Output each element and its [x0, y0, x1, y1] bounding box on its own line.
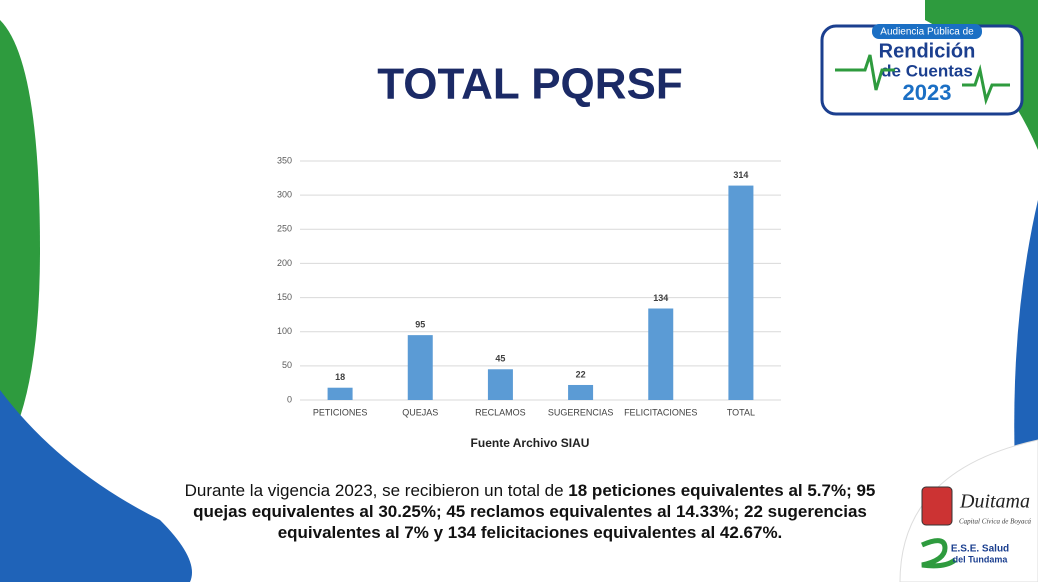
- y-tick-label: 100: [277, 326, 292, 336]
- event-logo: Audiencia Pública de Rendición de Cuenta…: [822, 24, 1022, 114]
- y-tick-label: 150: [277, 292, 292, 302]
- x-tick-label: SUGERENCIAS: [548, 407, 614, 417]
- summary-text: Durante la vigencia 2023, se recibieron …: [180, 480, 880, 543]
- bar: [328, 388, 353, 400]
- bar: [488, 369, 513, 400]
- x-tick-label: PETICIONES: [313, 407, 368, 417]
- value-label: 22: [576, 369, 586, 379]
- x-tick-label: QUEJAS: [402, 407, 438, 417]
- ese-line1: E.S.E. Salud: [951, 544, 1009, 555]
- city-motto: Capital Cívica de Boyacá: [959, 518, 1032, 526]
- bar: [568, 385, 593, 400]
- value-label: 18: [335, 372, 345, 382]
- deco-bottom-blue: [0, 390, 192, 582]
- y-tick-label: 200: [277, 258, 292, 268]
- chart-title: TOTAL PQRSF: [377, 60, 683, 109]
- x-tick-label: RECLAMOS: [475, 407, 526, 417]
- value-label: 45: [495, 354, 505, 364]
- y-tick-label: 300: [277, 190, 292, 200]
- x-tick-label: TOTAL: [727, 407, 755, 417]
- deco-left-green: [0, 20, 40, 460]
- value-label: 314: [733, 170, 748, 180]
- y-tick-label: 50: [282, 360, 292, 370]
- bar: [408, 335, 433, 400]
- y-tick-label: 250: [277, 224, 292, 234]
- value-label: 95: [415, 320, 425, 330]
- logo-top: Audiencia Pública de: [880, 27, 974, 38]
- x-tick-label: FELICITACIONES: [624, 407, 697, 417]
- y-tick-label: 350: [277, 155, 292, 165]
- slide: TOTAL PQRSF Fuente Archivo SIAU Audienci…: [0, 0, 1038, 582]
- deco-right-blue: [1014, 200, 1038, 480]
- summary-segment: Durante la vigencia 2023, se recibieron …: [185, 481, 569, 500]
- value-label: 134: [653, 293, 668, 303]
- city-shield: [922, 487, 952, 525]
- y-tick-label: 0: [287, 394, 292, 404]
- ese-line2: del Tundama: [953, 554, 1009, 564]
- city-name: Duitama: [959, 491, 1030, 513]
- logo-year: 2023: [903, 80, 952, 105]
- logo-line1: Rendición: [879, 40, 976, 62]
- source-note: Fuente Archivo SIAU: [471, 436, 590, 450]
- bar: [648, 308, 673, 400]
- bar: [728, 186, 753, 400]
